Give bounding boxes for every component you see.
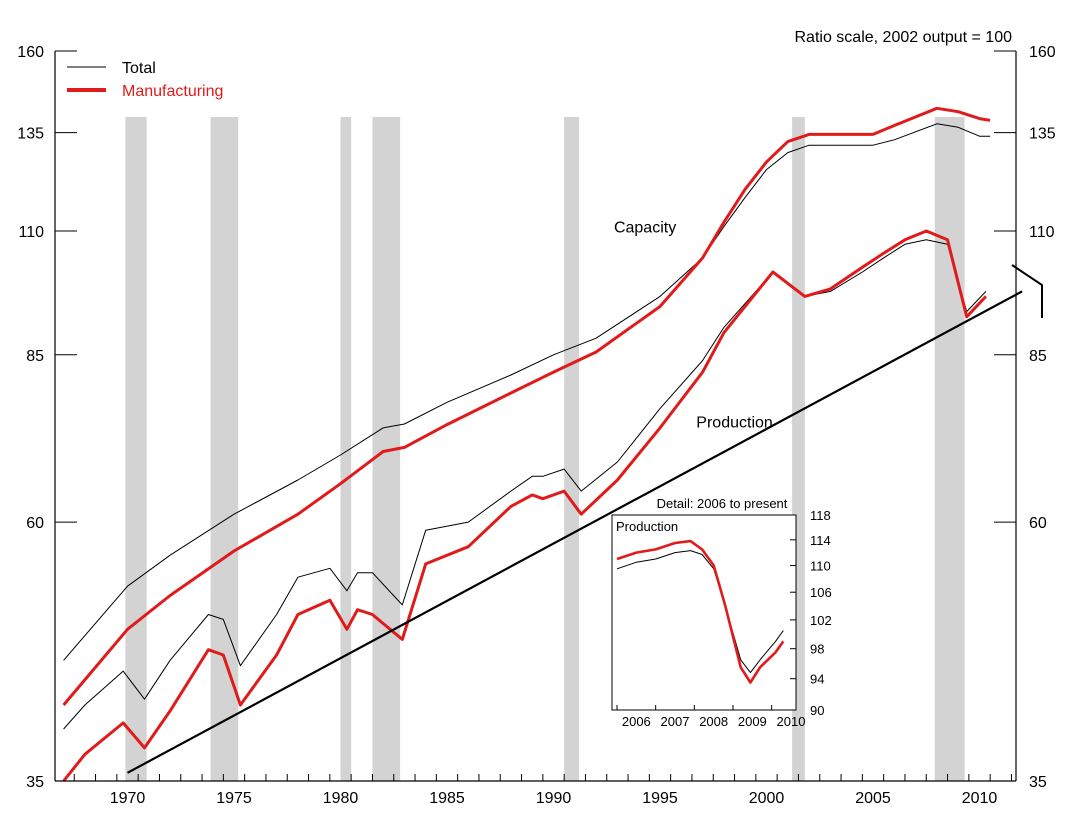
reference-arrow <box>1011 264 1043 318</box>
x-tick-label: 1975 <box>216 790 252 807</box>
capacity-total-line <box>63 123 991 661</box>
recession-band <box>564 117 580 781</box>
inset-x-tick-label: 2009 <box>738 714 767 729</box>
y-tick-label-right: 135 <box>1029 126 1056 143</box>
inset-y-tick-label: 106 <box>810 585 832 600</box>
y-tick-label-left: 35 <box>26 774 44 791</box>
series-layer <box>62 106 1023 782</box>
x-tick-label: 1980 <box>323 790 359 807</box>
x-tick-label: 1990 <box>536 790 572 807</box>
x-tick-label: 1970 <box>110 790 146 807</box>
inset-y-tick-label: 110 <box>810 559 831 574</box>
y-tick-label-left: 110 <box>18 224 44 241</box>
inset-chart: Detail: 2006 to present Production 90949… <box>611 496 832 729</box>
axes: 35 35 60 60 85 85 110 110 135 135 160 160 1970 1975 19… <box>17 44 1056 807</box>
inset-y-tick-label: 98 <box>810 642 824 657</box>
y-tick-label-right: 85 <box>1029 348 1047 365</box>
inset-x-tick-label: 2007 <box>661 714 690 729</box>
inset-title: Detail: 2006 to present <box>657 496 788 511</box>
reference-trend-line <box>126 290 1023 774</box>
production-manufacturing-line <box>62 229 987 782</box>
inset-plot-frame <box>611 514 797 711</box>
inset-manufacturing-line <box>616 539 785 684</box>
y-tick-label-left: 85 <box>26 348 44 365</box>
y-tick-label-left: 135 <box>17 126 44 143</box>
reference-arrow-head <box>1011 264 1043 318</box>
inset-x-tick-label: 2008 <box>699 714 728 729</box>
y-tick-label-left: 60 <box>26 515 44 532</box>
legend-label-manufacturing: Manufacturing <box>122 83 223 100</box>
inset-x-tick-label: 2010 <box>777 714 806 729</box>
recession-band <box>934 117 965 781</box>
recession-band <box>340 117 352 781</box>
production-total-line <box>63 239 987 730</box>
capacity-manufacturing-line <box>62 106 991 706</box>
y-tick-label-right: 35 <box>1029 774 1047 791</box>
y-tick-label-left: 160 <box>17 44 44 61</box>
x-tick-label: 2010 <box>962 790 998 807</box>
inset-y-tick-label: 90 <box>810 703 824 718</box>
inset-label: Production <box>616 519 678 534</box>
x-tick-label: 1995 <box>642 790 678 807</box>
recession-band <box>125 117 147 781</box>
inset-x-tick-label: 2006 <box>622 714 651 729</box>
annotation-capacity: Capacity <box>614 220 676 237</box>
inset-axes: 90 94 98 102 106 110 114 118 2006 2007 2008 2009 201… <box>616 508 832 729</box>
annotation-production: Production <box>696 414 773 431</box>
x-tick-label: 1985 <box>429 790 465 807</box>
inset-y-tick-label: 94 <box>810 672 824 687</box>
recession-band <box>210 117 239 781</box>
y-tick-label-right: 110 <box>1029 224 1055 241</box>
inset-y-tick-label: 118 <box>810 508 831 523</box>
scale-note: Ratio scale, 2002 output = 100 <box>795 29 1013 46</box>
recession-shading <box>125 117 965 781</box>
y-tick-label-right: 60 <box>1029 515 1047 532</box>
x-tick-label: 2000 <box>749 790 785 807</box>
legend-label-total: Total <box>122 60 156 77</box>
x-tick-label: 2005 <box>855 790 891 807</box>
inset-y-tick-label: 102 <box>810 613 832 628</box>
y-tick-label-right: 160 <box>1029 44 1056 61</box>
legend: Total Manufacturing <box>67 60 223 100</box>
inset-series-layer <box>616 539 785 684</box>
inset-y-tick-label: 114 <box>810 533 831 548</box>
